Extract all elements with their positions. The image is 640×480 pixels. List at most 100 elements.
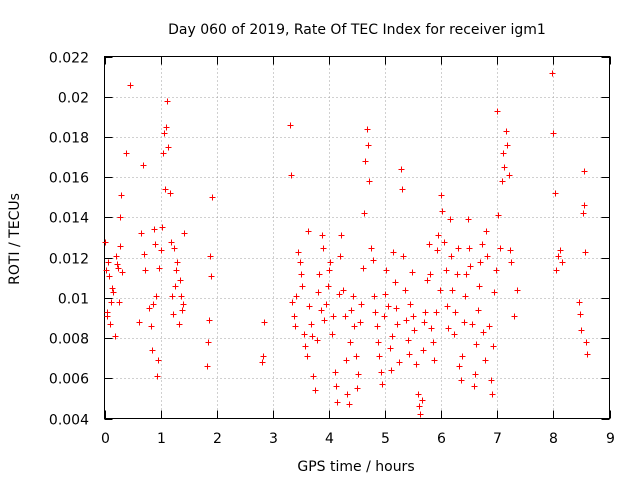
data-point [109,285,116,292]
x-tick-label: 0 [101,431,110,447]
data-point [320,245,327,252]
data-point [326,267,333,274]
data-point [463,271,470,278]
data-point [163,124,170,131]
data-point [176,321,183,328]
x-tick-label: 5 [381,431,390,447]
data-point [444,303,451,310]
x-axis-label: GPS time / hours [297,459,414,475]
data-point [419,397,426,404]
data-point [327,259,334,266]
data-point [488,377,495,384]
data-point [106,273,113,280]
data-point [393,305,400,312]
data-point [406,351,413,358]
data-point [309,333,316,340]
data-point [119,269,126,276]
data-point [557,247,564,254]
data-point [405,337,412,344]
data-point [159,224,166,231]
data-point [141,251,148,258]
x-tick-label: 1 [157,431,166,447]
data-point [400,253,407,260]
data-point [117,243,124,250]
data-point [410,313,417,320]
data-point [334,399,341,406]
x-tick-label: 6 [437,431,446,447]
data-point [550,130,557,137]
data-point [473,341,480,348]
data-point [314,337,321,344]
data-point [358,301,365,308]
data-point [584,351,591,358]
data-point [416,403,423,410]
data-point [308,321,315,328]
data-point [449,287,456,294]
data-point [348,307,355,314]
data-point [123,150,130,157]
data-point [112,333,119,340]
y-axis-label: ROTI / TECUs [7,193,23,285]
data-point [392,279,399,286]
data-point [336,291,343,298]
data-point [555,253,562,260]
data-point [116,299,123,306]
data-point [462,293,469,300]
data-point [329,331,336,338]
data-point [361,210,368,217]
data-point [375,339,382,346]
data-point [318,307,325,314]
data-point [553,267,560,274]
data-point [402,287,409,294]
data-point [409,269,416,276]
data-point [117,214,124,221]
data-point [472,371,479,378]
data-point [306,303,313,310]
data-point [102,239,109,246]
data-point [580,210,587,217]
data-point [483,228,490,235]
data-point [494,108,501,115]
data-point [390,249,397,256]
data-point [435,232,442,239]
data-point [479,241,486,248]
data-point [357,319,364,326]
data-point [174,259,181,266]
data-point [490,343,497,350]
x-tick-label: 9 [606,431,615,447]
data-point [115,265,122,272]
data-point [142,267,149,274]
data-point [354,385,361,392]
y-tick-label: 0.016 [49,171,89,187]
data-point [581,168,588,175]
data-point [292,323,299,330]
data-point [438,192,445,199]
data-point [204,363,211,370]
data-point [469,321,476,328]
data-point [559,259,566,266]
data-point [154,373,161,380]
data-point [447,216,454,223]
data-point [287,122,294,129]
data-point [302,343,309,350]
data-point [321,317,328,324]
data-point [499,178,506,185]
y-tick-label: 0.018 [49,131,89,147]
x-tick-label: 2 [213,431,222,447]
data-point [445,325,452,332]
data-point [476,283,483,290]
data-point [389,333,396,340]
data-point [497,245,504,252]
data-point [372,309,379,316]
data-point [366,178,373,185]
data-point [387,345,394,352]
data-point [350,293,357,300]
data-point [576,299,583,306]
data-point [421,319,428,326]
plot-frame [104,56,610,419]
data-point [153,293,160,300]
data-point [165,144,172,151]
axis-ticks [104,56,611,420]
data-point [484,253,491,260]
data-point [364,126,371,133]
